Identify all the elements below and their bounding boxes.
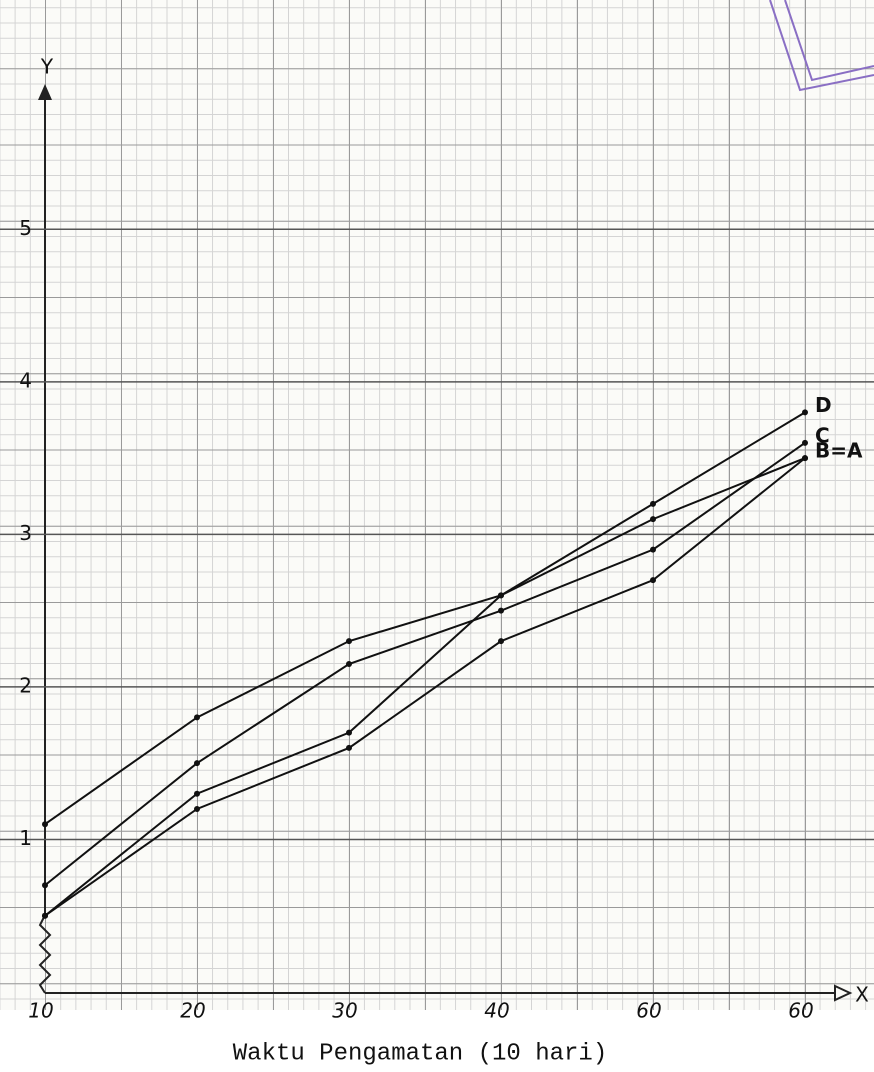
x-axis-label: Waktu Pengamatan (10 hari) bbox=[233, 1040, 607, 1067]
point bbox=[650, 501, 656, 507]
point bbox=[498, 638, 504, 644]
point bbox=[42, 821, 48, 827]
line-end-label: B=A bbox=[815, 439, 863, 463]
x-tick-label: 20 bbox=[180, 999, 205, 1023]
y-axis-name: Y bbox=[40, 55, 54, 79]
y-tick-label: 2 bbox=[19, 673, 32, 697]
axis-break bbox=[40, 915, 50, 993]
y-tick-label: 3 bbox=[19, 521, 32, 545]
point bbox=[42, 913, 48, 919]
point bbox=[194, 714, 200, 720]
point bbox=[650, 516, 656, 522]
point bbox=[194, 806, 200, 812]
x-tick-label: 60 bbox=[636, 999, 661, 1023]
line-end-label: D bbox=[815, 393, 832, 417]
x-tick-label: 30 bbox=[332, 999, 357, 1023]
point bbox=[802, 455, 808, 461]
y-tick-label: 4 bbox=[19, 368, 32, 392]
point bbox=[346, 745, 352, 751]
x-tick-label: 40 bbox=[484, 999, 509, 1023]
point bbox=[802, 440, 808, 446]
point bbox=[650, 547, 656, 553]
x-tick-label: 10 bbox=[28, 999, 53, 1023]
point bbox=[498, 608, 504, 614]
point bbox=[194, 791, 200, 797]
point bbox=[650, 577, 656, 583]
x-axis-name: X bbox=[855, 983, 869, 1007]
y-arrow bbox=[38, 84, 52, 100]
chart: Y X Waktu Pengamatan (10 hari) 1 2 3 4 5 10 20… bbox=[0, 0, 874, 1072]
y-tick-label: 1 bbox=[19, 826, 32, 850]
stamp bbox=[770, 0, 874, 90]
point bbox=[42, 882, 48, 888]
series-line bbox=[45, 412, 805, 824]
point bbox=[498, 592, 504, 598]
point bbox=[346, 638, 352, 644]
point bbox=[194, 760, 200, 766]
point bbox=[802, 409, 808, 415]
x-tick-label: 60 bbox=[788, 999, 813, 1023]
point bbox=[346, 730, 352, 736]
y-tick-label: 5 bbox=[19, 216, 32, 240]
x-arrow bbox=[835, 986, 850, 1000]
point bbox=[346, 661, 352, 667]
graph-paper: Y X Waktu Pengamatan (10 hari) 1 2 3 4 5 10 20… bbox=[0, 0, 874, 1072]
